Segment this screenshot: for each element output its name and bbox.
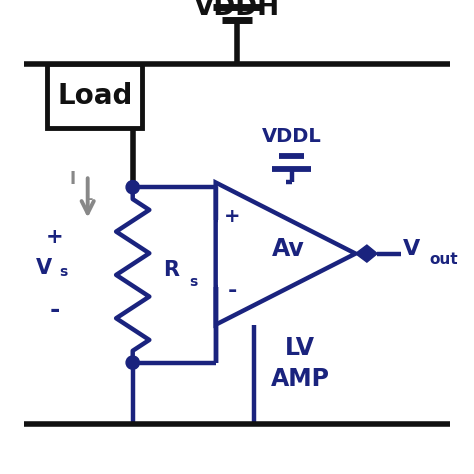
Text: +: + [46, 227, 64, 247]
Text: V: V [403, 239, 420, 259]
Text: I: I [70, 170, 76, 188]
Text: s: s [59, 264, 67, 279]
Text: out: out [429, 252, 458, 267]
Text: L: L [85, 190, 93, 202]
Text: s: s [190, 275, 198, 289]
Text: VDDL: VDDL [262, 127, 321, 146]
Text: -: - [228, 281, 237, 301]
Circle shape [126, 356, 139, 369]
Circle shape [126, 181, 139, 194]
Text: R: R [164, 260, 180, 280]
Text: -: - [49, 299, 60, 322]
Text: V: V [36, 258, 52, 278]
Text: LV: LV [285, 337, 315, 360]
Text: Load: Load [57, 82, 133, 110]
Text: +: + [224, 207, 240, 226]
Bar [47, 64, 142, 128]
Text: VDDH: VDDH [194, 0, 280, 21]
Text: Av: Av [272, 237, 305, 261]
Text: AMP: AMP [271, 367, 330, 391]
Polygon shape [356, 245, 377, 262]
